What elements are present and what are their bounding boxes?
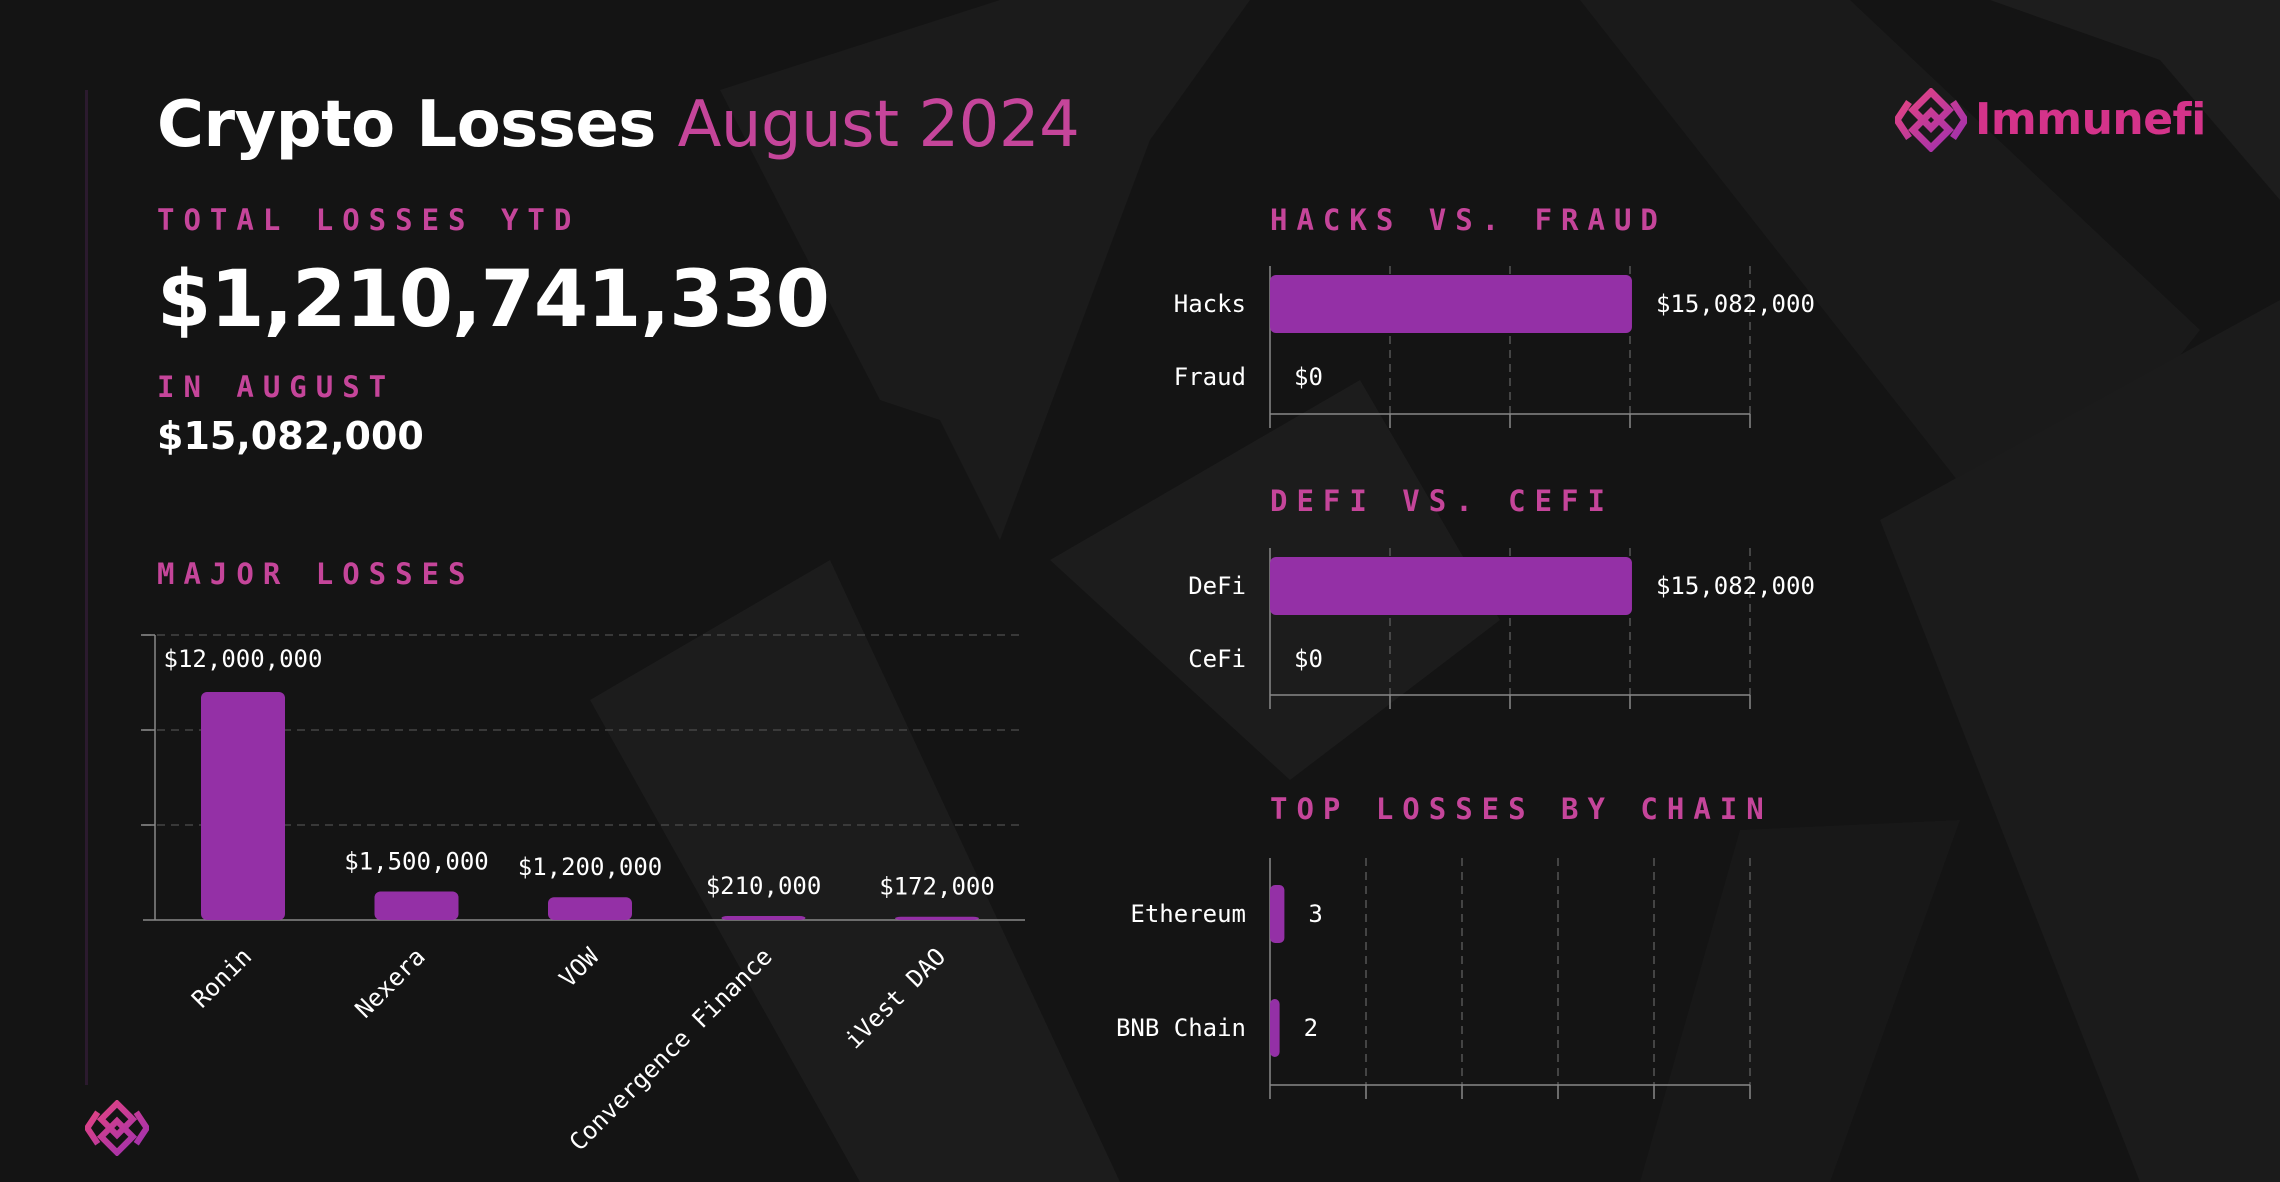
left-accent-line — [85, 90, 88, 1085]
y-tick-label: Ethereum — [1130, 900, 1246, 928]
ytd-label: TOTAL LOSSES YTD — [157, 203, 581, 237]
page-title: Crypto Losses August 2024 — [157, 88, 1080, 162]
month-label: IN AUGUST — [157, 370, 396, 404]
bar-value-label: $172,000 — [879, 873, 995, 901]
brand-name: Immunefi — [1975, 94, 2206, 145]
bar-value-label: $210,000 — [706, 872, 822, 900]
bar-ivest-dao — [895, 916, 979, 920]
bar-value-label: $0 — [1294, 363, 1323, 391]
month-value: $15,082,000 — [157, 414, 424, 458]
bar-nexera — [374, 891, 459, 920]
bar-value-label: $15,082,000 — [1656, 572, 1815, 600]
y-tick-label: CeFi — [1188, 645, 1246, 673]
bar-bnb-chain — [1270, 999, 1280, 1057]
y-tick-label: DeFi — [1188, 572, 1246, 600]
bar-defi — [1270, 557, 1632, 615]
bar-vow — [548, 897, 632, 920]
bar-value-label: $1,500,000 — [344, 848, 489, 876]
x-tick-label: VOW — [554, 942, 605, 993]
bar-hacks — [1270, 275, 1632, 333]
y-tick-label: BNB Chain — [1116, 1014, 1246, 1042]
bar-value-label: $0 — [1294, 645, 1323, 673]
x-tick-label: Nexera — [350, 942, 431, 1023]
footer-logo-icon — [85, 1100, 149, 1156]
brand-logo: Immunefi — [1892, 87, 2206, 156]
bar-value-label: 3 — [1308, 900, 1322, 928]
bar-value-label: $15,082,000 — [1656, 290, 1815, 318]
title-accent: August 2024 — [677, 88, 1080, 162]
hacks-fraud-title: HACKS VS. FRAUD — [1270, 203, 1667, 237]
defi-cefi-title: DEFI VS. CEFI — [1270, 484, 1614, 518]
y-tick-label: Hacks — [1174, 290, 1246, 318]
chain-title: TOP LOSSES BY CHAIN — [1270, 792, 1773, 826]
major-losses-title: MAJOR LOSSES — [157, 557, 475, 591]
bar-value-label: $12,000,000 — [164, 645, 323, 673]
bar-value-label: $1,200,000 — [518, 853, 663, 881]
immunefi-logo-icon — [1892, 87, 1970, 153]
bar-value-label: 2 — [1304, 1014, 1318, 1042]
x-tick-label: Ronin — [186, 942, 257, 1013]
ytd-value: $1,210,741,330 — [157, 255, 830, 345]
title-main: Crypto Losses — [157, 88, 656, 162]
bar-ronin — [201, 692, 285, 920]
x-tick-label: iVest DAO — [839, 942, 951, 1054]
bar-convergence-finance — [721, 916, 806, 920]
x-tick-label: Convergence Finance — [564, 942, 778, 1156]
bar-ethereum — [1270, 885, 1285, 943]
y-tick-label: Fraud — [1174, 363, 1246, 391]
